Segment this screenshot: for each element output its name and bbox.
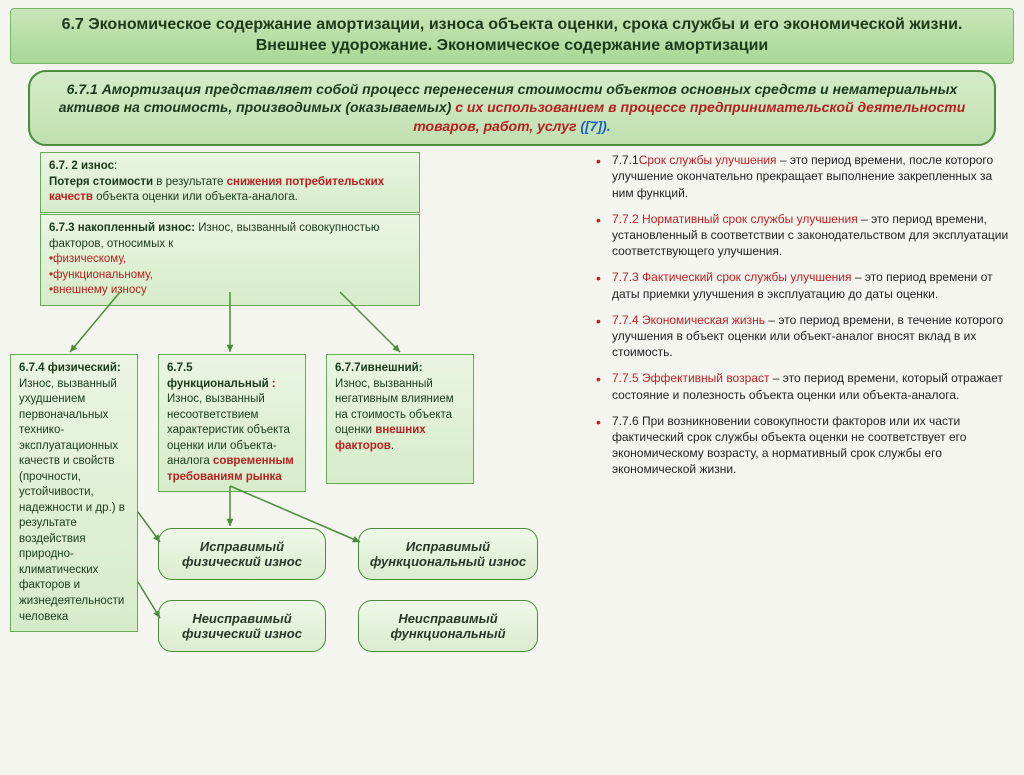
definitions-list: 7.7.1Срок службы улучшения – это период … bbox=[590, 152, 1010, 477]
box-673: 6.7.3 накопленный износ: Износ, вызванны… bbox=[40, 214, 420, 306]
right-item-0: 7.7.1Срок службы улучшения – это период … bbox=[590, 152, 1010, 201]
result-r4: Неисправимый функциональный bbox=[358, 600, 538, 652]
title-banner: 6.7 Экономическое содержание амортизации… bbox=[10, 8, 1014, 64]
def-num: 6.7.1 bbox=[67, 81, 102, 97]
box-672: 6.7. 2 износ:Потеря стоимости в результа… bbox=[40, 152, 420, 213]
box-675: 6.7.5 функциональный :Износ, вызванный н… bbox=[158, 354, 306, 492]
left-column: 6.7. 2 износ:Потеря стоимости в результа… bbox=[10, 152, 570, 487]
right-item-3: 7.7.4 Экономическая жизнь – это период в… bbox=[590, 312, 1010, 361]
definition-box: 6.7.1 Амортизация представляет собой про… bbox=[28, 70, 996, 147]
right-item-5: 7.7.6 При возникновении совокупности фак… bbox=[590, 413, 1010, 478]
title-text: 6.7 Экономическое содержание амортизации… bbox=[62, 16, 963, 54]
def-ref: ([7]). bbox=[576, 118, 610, 134]
main-row: 6.7. 2 износ:Потеря стоимости в результа… bbox=[0, 152, 1024, 487]
result-r3: Неисправимый физический износ bbox=[158, 600, 326, 652]
box-674: 6.7.4 физический: Износ, вызванный ухудш… bbox=[10, 354, 138, 632]
right-item-1: 7.7.2 Нормативный срок службы улучшения … bbox=[590, 211, 1010, 260]
box-677: 6.7.7ивнешний: Износ, вызванный негативн… bbox=[326, 354, 474, 484]
right-item-2: 7.7.3 Фактический срок службы улучшения … bbox=[590, 269, 1010, 301]
result-r1: Исправимый физический износ bbox=[158, 528, 326, 580]
result-r2: Исправимый функциональный износ bbox=[358, 528, 538, 580]
def-red: с их использованием в процессе предприни… bbox=[413, 99, 965, 134]
right-item-4: 7.7.5 Эффективный возраст – это период в… bbox=[590, 370, 1010, 402]
right-column: 7.7.1Срок службы улучшения – это период … bbox=[580, 152, 1010, 487]
